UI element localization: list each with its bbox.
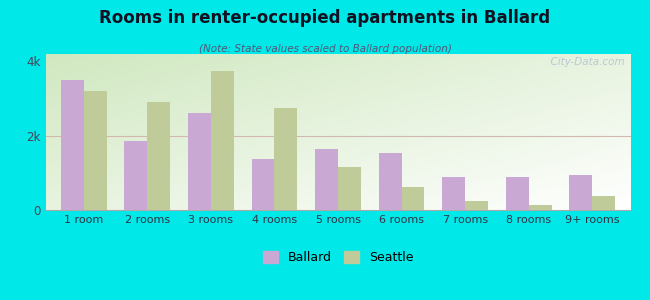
Bar — [402, 187, 424, 210]
Bar — [315, 149, 338, 210]
Bar — [211, 71, 234, 210]
Bar — [379, 153, 402, 210]
Bar — [569, 175, 592, 210]
Bar — [442, 177, 465, 210]
Bar — [338, 167, 361, 210]
Text: Rooms in renter-occupied apartments in Ballard: Rooms in renter-occupied apartments in B… — [99, 9, 551, 27]
Bar — [528, 205, 552, 210]
Bar — [84, 91, 107, 210]
Bar — [252, 159, 274, 210]
Bar — [188, 113, 211, 210]
Legend: Ballard, Seattle: Ballard, Seattle — [257, 246, 419, 269]
Bar — [124, 141, 148, 210]
Bar — [592, 196, 616, 210]
Bar — [465, 202, 488, 210]
Text: City-Data.com: City-Data.com — [544, 57, 625, 67]
Bar — [506, 177, 528, 210]
Text: (Note: State values scaled to Ballard population): (Note: State values scaled to Ballard po… — [198, 44, 452, 53]
Bar — [148, 102, 170, 210]
Bar — [274, 108, 297, 210]
Bar — [60, 80, 84, 210]
